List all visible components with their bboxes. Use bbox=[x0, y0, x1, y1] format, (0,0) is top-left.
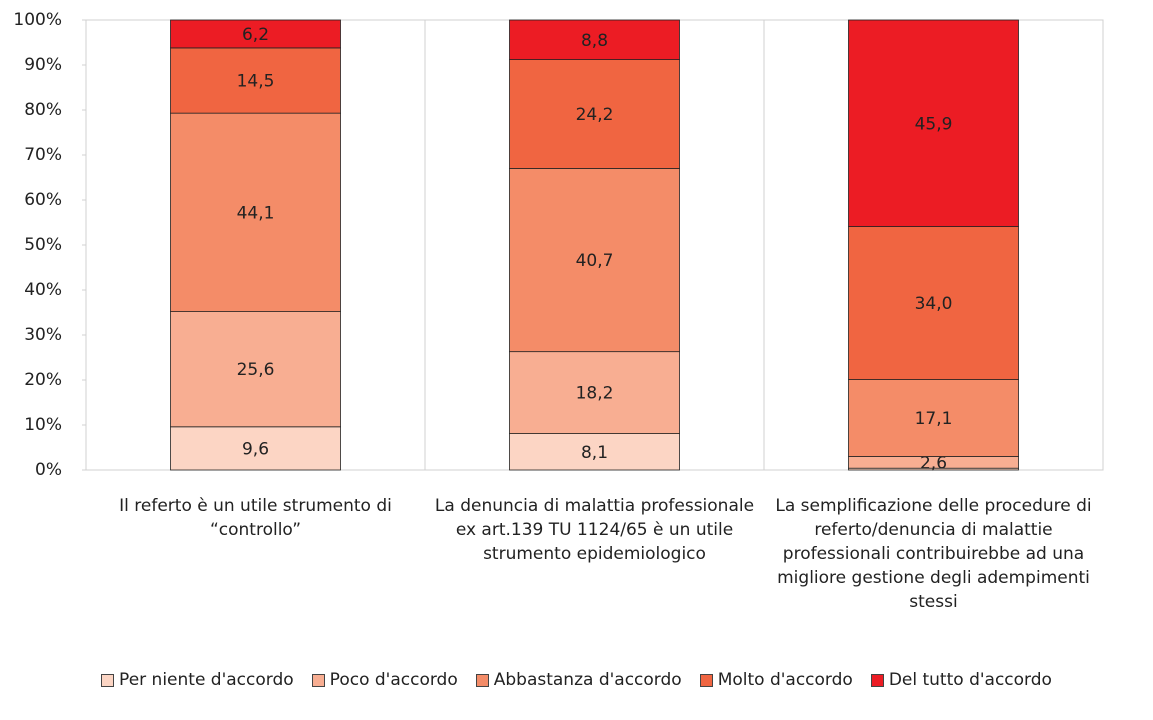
x-tick-label: La denuncia di malattia professionale ex… bbox=[434, 496, 755, 564]
data-label: 44,1 bbox=[237, 203, 275, 223]
legend-label: Poco d'accordo bbox=[329, 670, 458, 690]
legend-item: Poco d'accordo bbox=[311, 670, 458, 690]
legend-label: Del tutto d'accordo bbox=[888, 670, 1052, 690]
y-tick-label: 40% bbox=[24, 280, 62, 300]
bar-segment bbox=[170, 311, 341, 428]
bar-segment bbox=[509, 59, 680, 169]
data-label: 24,2 bbox=[576, 105, 614, 125]
y-tick-label: 10% bbox=[24, 415, 62, 435]
bar-segment bbox=[509, 351, 680, 434]
legend-label: Abbastanza d'accordo bbox=[493, 670, 682, 690]
data-label: 9,6 bbox=[242, 439, 269, 459]
legend-item: Abbastanza d'accordo bbox=[475, 670, 682, 690]
data-label: 40,7 bbox=[576, 251, 614, 271]
data-label: 8,8 bbox=[581, 31, 608, 51]
data-label: 34,0 bbox=[915, 294, 953, 314]
data-label: 25,6 bbox=[237, 360, 275, 380]
bar-segment bbox=[848, 19, 1019, 227]
legend: Per niente d'accordo Poco d'accordo Abbast… bbox=[0, 670, 1153, 690]
legend-item: Del tutto d'accordo bbox=[870, 670, 1052, 690]
y-tick-label: 100% bbox=[13, 10, 62, 30]
data-label: 6,2 bbox=[242, 25, 269, 45]
y-tick-label: 60% bbox=[24, 190, 62, 210]
bar-segment bbox=[509, 433, 680, 471]
bar-segment bbox=[509, 168, 680, 353]
legend-swatch bbox=[870, 673, 884, 687]
legend-swatch bbox=[475, 673, 489, 687]
data-label: 17,1 bbox=[915, 409, 953, 429]
data-label: 8,1 bbox=[581, 443, 608, 463]
data-label: 14,5 bbox=[237, 72, 275, 92]
bar-segment bbox=[848, 226, 1019, 380]
bar-segment bbox=[848, 379, 1019, 457]
y-tick-label: 30% bbox=[24, 325, 62, 345]
y-tick-label: 70% bbox=[24, 145, 62, 165]
x-tick-label: La semplificazione delle procedure di re… bbox=[775, 496, 1092, 612]
bar-segment bbox=[170, 112, 341, 312]
y-tick-label: 0% bbox=[35, 460, 62, 480]
y-tick-label: 90% bbox=[24, 55, 62, 75]
legend-swatch bbox=[699, 673, 713, 687]
bar-segment bbox=[170, 19, 341, 49]
legend-swatch bbox=[101, 673, 115, 687]
bar-segment bbox=[509, 19, 680, 60]
bar-segment bbox=[170, 47, 341, 114]
legend-swatch bbox=[311, 673, 325, 687]
data-label: 18,2 bbox=[576, 384, 614, 404]
legend-item: Per niente d'accordo bbox=[101, 670, 294, 690]
legend-item: Molto d'accordo bbox=[699, 670, 853, 690]
y-tick-label: 80% bbox=[24, 100, 62, 120]
y-tick-label: 20% bbox=[24, 370, 62, 390]
data-label: 2,6 bbox=[920, 453, 947, 473]
x-tick-label: Il referto è un utile strumento di “cont… bbox=[119, 496, 392, 540]
legend-label: Molto d'accordo bbox=[717, 670, 853, 690]
legend-label: Per niente d'accordo bbox=[119, 670, 294, 690]
y-tick-label: 50% bbox=[24, 235, 62, 255]
data-label: 45,9 bbox=[915, 114, 953, 134]
